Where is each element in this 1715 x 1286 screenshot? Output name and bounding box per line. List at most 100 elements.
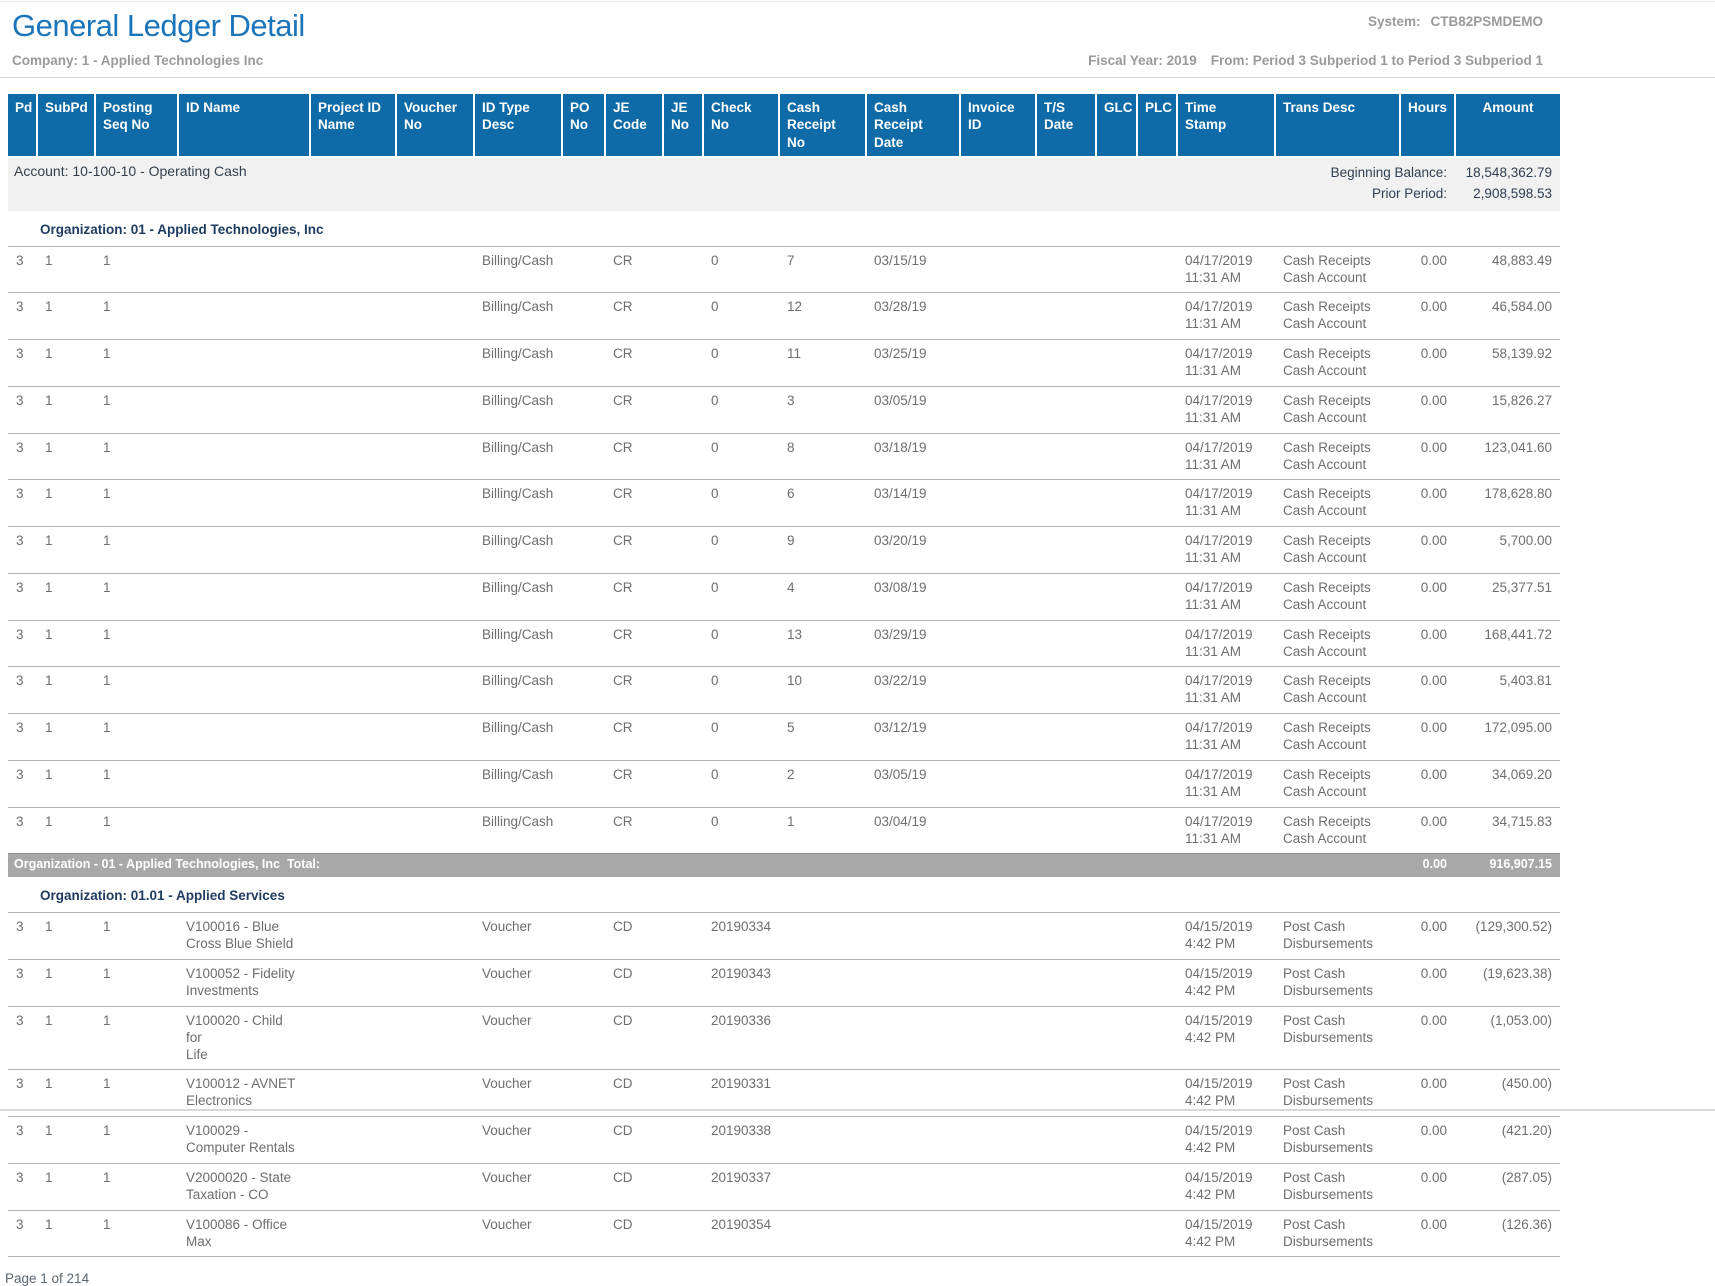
table-cell: Cash Receipts Cash Account bbox=[1275, 572, 1400, 621]
table-cell bbox=[1036, 245, 1096, 293]
table-cell: (126.36) bbox=[1455, 1209, 1560, 1258]
table-cell: Cash Receipts Cash Account bbox=[1275, 666, 1400, 714]
table-cell: 11 bbox=[779, 339, 866, 387]
table-cell: Billing/Cash bbox=[474, 385, 562, 434]
table-cell bbox=[562, 759, 605, 808]
table-cell bbox=[396, 526, 474, 574]
column-header: Hours bbox=[1400, 93, 1456, 158]
table-cell bbox=[396, 385, 474, 434]
table-row: 3 1 1 V100012 - AVNET Electronics Voucher CD 2… bbox=[8, 1069, 1560, 1117]
account-cell: Account: 10-100-10 - Operating Cash Begin… bbox=[8, 156, 1455, 211]
table-cell bbox=[562, 385, 605, 434]
table-cell: 34,069.20 bbox=[1455, 759, 1560, 808]
table-cell: 0.00 bbox=[1400, 713, 1455, 761]
table-cell bbox=[663, 619, 703, 667]
table-cell bbox=[960, 1209, 1036, 1258]
table-cell bbox=[960, 385, 1036, 434]
table-cell bbox=[1137, 245, 1177, 293]
table-cell: 0 bbox=[703, 292, 779, 340]
table-cell: 1 bbox=[95, 1005, 178, 1070]
table-cell bbox=[178, 666, 310, 714]
system-info: System: CTB82PSMDEMO bbox=[1368, 14, 1543, 29]
table-cell: V100012 - AVNET Electronics bbox=[178, 1069, 310, 1117]
table-cell: 03/04/19 bbox=[866, 806, 960, 854]
table-cell bbox=[1036, 713, 1096, 761]
table-cell bbox=[663, 666, 703, 714]
table-cell: 0 bbox=[703, 619, 779, 667]
table-cell bbox=[396, 1069, 474, 1117]
table-cell: Cash Receipts Cash Account bbox=[1275, 526, 1400, 574]
table-cell bbox=[178, 526, 310, 574]
period-range-label: From: Period 3 Subperiod 1 to Period 3 S… bbox=[1210, 52, 1543, 68]
table-cell: 03/12/19 bbox=[866, 713, 960, 761]
column-header: PLC bbox=[1137, 93, 1178, 158]
table-cell: 1 bbox=[95, 806, 178, 854]
table-row: 3 1 1 Billing/Cash CR 0 12 03/28/19 04/17/2019 1… bbox=[8, 292, 1560, 340]
table-cell: Voucher bbox=[474, 1116, 562, 1164]
table-cell: Billing/Cash bbox=[474, 666, 562, 714]
table-cell bbox=[1137, 1005, 1177, 1070]
table-cell bbox=[1096, 479, 1137, 527]
table-cell: 0 bbox=[703, 385, 779, 434]
table-cell: Voucher bbox=[474, 1069, 562, 1117]
table-row: 3 1 1 Billing/Cash CR 0 1 03/04/19 04/17/2019 11… bbox=[8, 806, 1560, 854]
table-cell: 0 bbox=[703, 806, 779, 854]
table-row: 3 1 1 Billing/Cash CR 0 13 03/29/19 04/17/2019 1… bbox=[8, 619, 1560, 667]
table-cell bbox=[960, 959, 1036, 1007]
table-cell bbox=[866, 1162, 960, 1211]
column-header: Check No bbox=[703, 93, 780, 158]
table-cell bbox=[396, 959, 474, 1007]
table-cell: CD bbox=[605, 1069, 663, 1117]
table-cell: 1 bbox=[95, 713, 178, 761]
table-cell: 04/17/2019 11:31 AM bbox=[1177, 666, 1275, 714]
table-cell bbox=[779, 959, 866, 1007]
table-cell: CD bbox=[605, 1162, 663, 1211]
table-cell bbox=[562, 959, 605, 1007]
report-header: General Ledger Detail System: CTB82PSMDEM… bbox=[0, 0, 1715, 68]
table-cell: (450.00) bbox=[1455, 1069, 1560, 1117]
table-cell bbox=[663, 385, 703, 434]
table-cell: 03/20/19 bbox=[866, 526, 960, 574]
table-cell bbox=[866, 1069, 960, 1117]
table-cell: 04/15/2019 4:42 PM bbox=[1177, 912, 1275, 960]
group-total-row: Organization - 01 - Applied Technologies… bbox=[8, 853, 1560, 878]
table-cell bbox=[1137, 1209, 1177, 1258]
table-cell bbox=[310, 526, 396, 574]
table-cell: 48,883.49 bbox=[1455, 245, 1560, 293]
table-cell bbox=[960, 619, 1036, 667]
table-cell: Post Cash Disbursements bbox=[1275, 1069, 1400, 1117]
table-cell: 0.00 bbox=[1400, 959, 1455, 1007]
table-cell bbox=[1137, 339, 1177, 387]
table-cell bbox=[1036, 759, 1096, 808]
table-cell bbox=[663, 1069, 703, 1117]
table-cell bbox=[960, 292, 1036, 340]
table-cell bbox=[663, 1162, 703, 1211]
table-cell bbox=[562, 292, 605, 340]
table-cell bbox=[1137, 572, 1177, 621]
table-cell: 0.00 bbox=[1400, 526, 1455, 574]
table-cell: 0.00 bbox=[1400, 245, 1455, 293]
table-cell: 3 bbox=[8, 1116, 37, 1164]
table-cell: V100029 - Computer Rentals bbox=[178, 1116, 310, 1164]
table-row: 3 1 1 Billing/Cash CR 0 11 03/25/19 04/17/2019 1… bbox=[8, 339, 1560, 387]
table-cell: 03/15/19 bbox=[866, 245, 960, 293]
table-cell: Billing/Cash bbox=[474, 479, 562, 527]
table-cell bbox=[310, 713, 396, 761]
table-cell: 10 bbox=[779, 666, 866, 714]
table-cell bbox=[178, 759, 310, 808]
table-cell: 03/28/19 bbox=[866, 292, 960, 340]
table-cell bbox=[310, 432, 396, 480]
table-cell bbox=[663, 292, 703, 340]
table-cell: 1 bbox=[37, 619, 95, 667]
table-cell: 04/15/2019 4:42 PM bbox=[1177, 959, 1275, 1007]
fiscal-year-label: Fiscal Year: 2019 bbox=[1088, 52, 1197, 68]
table-cell: 20190343 bbox=[703, 959, 779, 1007]
table-cell: CD bbox=[605, 959, 663, 1007]
table-cell bbox=[1036, 1209, 1096, 1258]
table-cell bbox=[960, 339, 1036, 387]
table-cell: 1 bbox=[37, 759, 95, 808]
table-cell: Billing/Cash bbox=[474, 619, 562, 667]
table-cell: 1 bbox=[37, 666, 95, 714]
table-cell: 1 bbox=[95, 339, 178, 387]
